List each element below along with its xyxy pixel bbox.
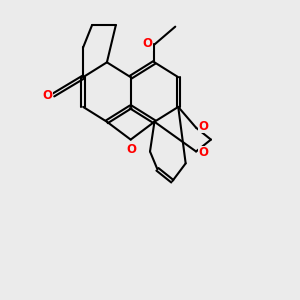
Text: O: O (126, 143, 136, 156)
Text: O: O (42, 88, 52, 101)
Text: O: O (198, 146, 208, 160)
Text: O: O (198, 120, 208, 133)
Text: O: O (142, 38, 152, 50)
